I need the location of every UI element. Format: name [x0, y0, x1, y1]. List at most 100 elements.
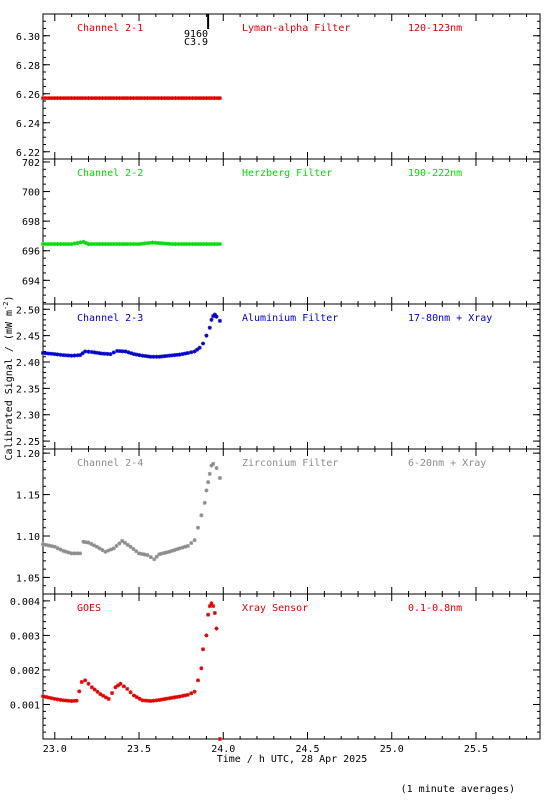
data-point [131, 693, 136, 698]
x-axis-label: Time / h UTC, 28 Apr 2025 [217, 754, 368, 765]
data-point [55, 697, 60, 702]
data-point-stroke [103, 242, 108, 246]
data-point-stroke [156, 96, 161, 100]
data-point-stroke [58, 96, 63, 100]
data-point [117, 541, 122, 546]
data-point-stroke [199, 513, 204, 518]
data-point-stroke [120, 96, 125, 100]
data-point-stroke [72, 96, 77, 100]
data-point-stroke [83, 349, 87, 354]
y-tick-label: 0.001 [10, 700, 40, 711]
data-point-stroke [184, 242, 189, 246]
data-point-stroke [164, 354, 169, 358]
chart-panels: 6.22 6.24 6.26 6.28 6.30 Channel 2-1 Lyman-alp… [10, 13, 541, 741]
data-point [118, 681, 123, 686]
data-point [41, 96, 45, 101]
data-point-stroke [147, 241, 152, 245]
data-point-stroke [168, 96, 172, 100]
x-tick-label: 25.0 [380, 744, 404, 755]
data-point-stroke [196, 678, 200, 683]
data-point [131, 546, 136, 551]
data-point [159, 241, 164, 246]
data-point-stroke [89, 542, 94, 546]
data-point-stroke [98, 692, 103, 696]
data-point-stroke [106, 242, 110, 246]
data-point-stroke [128, 242, 133, 246]
data-point-stroke [211, 604, 216, 608]
data-point [170, 242, 175, 247]
data-point-stroke [162, 96, 167, 100]
data-point [46, 543, 51, 548]
data-point-stroke [72, 551, 77, 556]
data-point-stroke [125, 242, 130, 246]
data-point [217, 476, 222, 480]
channel-label: Channel 2-1 [77, 23, 143, 34]
y-tick-label: 6.26 [16, 90, 40, 101]
data-point [80, 96, 85, 101]
data-point-stroke [113, 685, 118, 690]
data-point [145, 553, 150, 558]
data-point-stroke [128, 690, 133, 695]
data-point [164, 241, 169, 246]
y-tick-label: 0.002 [10, 666, 40, 677]
channel-label: Channel 2-4 [77, 458, 143, 469]
data-point [209, 601, 214, 606]
data-point-stroke [186, 544, 190, 548]
data-point-stroke [58, 547, 63, 552]
data-point-stroke [153, 240, 158, 245]
data-point-stroke [199, 666, 204, 671]
data-point-stroke [92, 242, 96, 246]
data-point-stroke [142, 96, 147, 100]
data-point-stroke [154, 354, 159, 359]
data-point [137, 696, 142, 701]
data-point-stroke [55, 697, 60, 702]
data-point-stroke [44, 242, 48, 246]
data-point-stroke [128, 544, 133, 549]
data-point-stroke [206, 480, 210, 484]
data-point-stroke [86, 349, 91, 354]
data-point-stroke [214, 626, 219, 631]
data-point [154, 554, 159, 559]
data-point [106, 96, 111, 101]
data-point-stroke [193, 242, 198, 246]
data-point-stroke [117, 96, 122, 100]
data-point-stroke [52, 544, 57, 549]
data-point-stroke [186, 692, 190, 697]
data-point [83, 349, 88, 354]
data-point [148, 555, 153, 560]
data-point [217, 96, 222, 101]
data-point [207, 604, 212, 609]
data-point-stroke [156, 241, 161, 245]
y-tick-label: 696 [22, 247, 40, 258]
data-point-stroke [75, 96, 80, 100]
data-point-stroke [134, 549, 139, 554]
data-point-stroke [111, 242, 116, 246]
data-point-stroke [218, 96, 222, 100]
data-point-stroke [49, 544, 54, 549]
data-point [120, 538, 125, 543]
data-point-stroke [55, 96, 60, 100]
data-point-stroke [77, 689, 82, 694]
data-point-stroke [189, 541, 194, 545]
filter-label: Xray Sensor [242, 603, 308, 614]
data-point-stroke [145, 553, 150, 557]
data-point-stroke [84, 241, 88, 245]
data-point-stroke [83, 96, 88, 100]
data-point-stroke [170, 96, 175, 100]
data-point [195, 347, 200, 352]
data-point [78, 551, 83, 556]
data-point [207, 325, 212, 330]
data-point-stroke [58, 698, 63, 702]
footnote: (1 minute averages) [401, 784, 515, 795]
data-point-stroke [192, 538, 197, 542]
filter-label: Aluminium Filter [242, 313, 338, 324]
x-tick-label: 24.0 [211, 744, 235, 755]
data-point-stroke [111, 546, 116, 551]
data-point-stroke [198, 96, 203, 100]
data-point [189, 350, 194, 355]
data-point-stroke [61, 549, 66, 553]
data-point [58, 96, 63, 101]
data-point-stroke [79, 680, 84, 684]
data-point-stroke [207, 604, 212, 608]
